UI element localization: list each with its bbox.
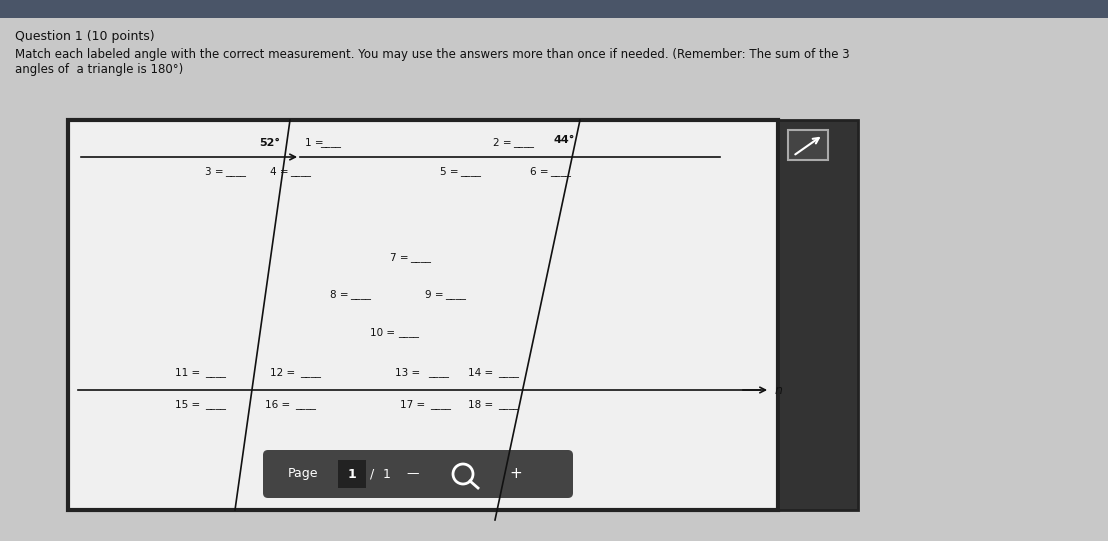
Text: 17 =: 17 = bbox=[400, 400, 425, 410]
Text: ____: ____ bbox=[550, 167, 571, 177]
Text: /: / bbox=[370, 467, 375, 480]
Bar bbox=[0, 0, 1108, 18]
Text: ____: ____ bbox=[428, 368, 449, 378]
Bar bbox=[338, 460, 366, 488]
Text: ____: ____ bbox=[350, 290, 371, 300]
Text: ____: ____ bbox=[410, 253, 431, 263]
Text: —: — bbox=[407, 467, 419, 480]
Text: ____: ____ bbox=[290, 167, 311, 177]
Text: 11 =: 11 = bbox=[175, 368, 201, 378]
Text: 5 =: 5 = bbox=[440, 167, 459, 177]
Text: ____: ____ bbox=[497, 400, 519, 410]
Text: n: n bbox=[774, 384, 783, 397]
Text: ____: ____ bbox=[205, 400, 226, 410]
Text: ____: ____ bbox=[398, 328, 419, 338]
Text: 13 =: 13 = bbox=[394, 368, 420, 378]
Text: 15 =: 15 = bbox=[175, 400, 201, 410]
Text: 3 =: 3 = bbox=[205, 167, 224, 177]
Text: ____: ____ bbox=[205, 368, 226, 378]
Bar bbox=[68, 120, 778, 510]
Text: Question 1 (10 points): Question 1 (10 points) bbox=[16, 30, 155, 43]
Text: ____: ____ bbox=[497, 368, 519, 378]
FancyBboxPatch shape bbox=[263, 450, 573, 498]
Text: Match each labeled angle with the correct measurement. You may use the answers m: Match each labeled angle with the correc… bbox=[16, 48, 850, 76]
Text: 8 =: 8 = bbox=[330, 290, 349, 300]
Text: ____: ____ bbox=[460, 167, 481, 177]
Bar bbox=[778, 120, 858, 510]
Text: Page: Page bbox=[288, 467, 318, 480]
Text: 1 =: 1 = bbox=[305, 138, 324, 148]
Text: 1: 1 bbox=[383, 467, 391, 480]
Text: ____: ____ bbox=[445, 290, 466, 300]
Text: ____: ____ bbox=[320, 138, 341, 148]
Text: ____: ____ bbox=[300, 368, 321, 378]
Text: 7 =: 7 = bbox=[390, 253, 409, 263]
Text: 18 =: 18 = bbox=[468, 400, 493, 410]
Text: 14 =: 14 = bbox=[468, 368, 493, 378]
Text: ____: ____ bbox=[225, 167, 246, 177]
Text: 2 =: 2 = bbox=[493, 138, 512, 148]
Text: 44°: 44° bbox=[553, 135, 574, 145]
Bar bbox=[788, 130, 828, 160]
Text: ____: ____ bbox=[513, 138, 534, 148]
Text: 16 =: 16 = bbox=[265, 400, 290, 410]
Text: 9 =: 9 = bbox=[425, 290, 443, 300]
Text: 12 =: 12 = bbox=[270, 368, 295, 378]
Text: 52°: 52° bbox=[259, 138, 280, 148]
Text: +: + bbox=[510, 466, 522, 481]
Text: ____: ____ bbox=[295, 400, 316, 410]
Text: 1: 1 bbox=[348, 467, 357, 480]
Text: ____: ____ bbox=[430, 400, 451, 410]
Text: 10 =: 10 = bbox=[370, 328, 396, 338]
Text: 6 =: 6 = bbox=[530, 167, 548, 177]
Text: 4 =: 4 = bbox=[270, 167, 288, 177]
